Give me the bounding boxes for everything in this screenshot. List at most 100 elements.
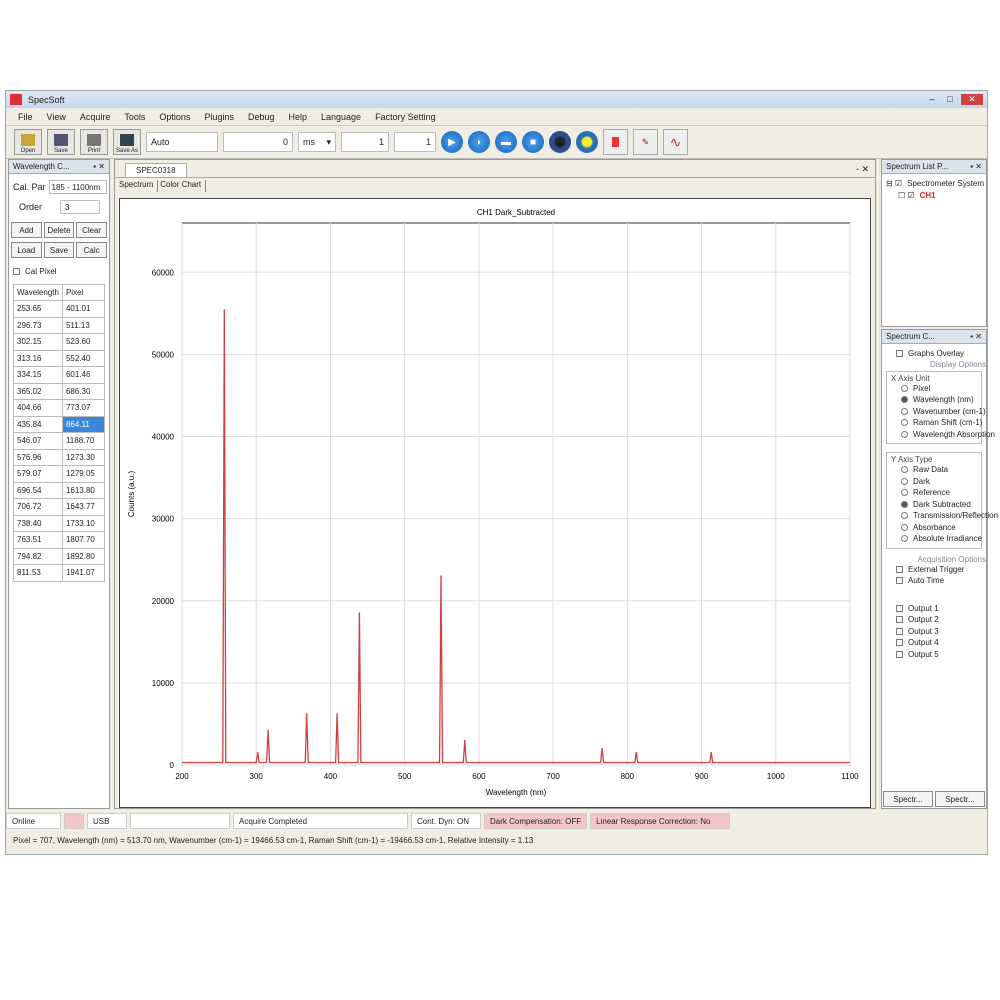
tab-color-chart[interactable]: Color Chart <box>160 180 207 192</box>
checkbox-external-trigger[interactable]: External Trigger <box>882 564 986 576</box>
menu-file[interactable]: File <box>18 111 33 122</box>
single-acquire-icon[interactable]: ◗ <box>468 131 490 153</box>
start-icon[interactable]: ▶ <box>441 131 463 153</box>
table-cell[interactable]: 601.46 <box>61 366 106 384</box>
table-cell[interactable]: 253.65 <box>13 300 63 318</box>
calc-button[interactable]: Calc <box>76 242 107 258</box>
stop-icon[interactable]: ▬ <box>495 131 517 153</box>
tab-spectrum[interactable]: Spectrum <box>119 180 159 192</box>
menu-factory-setting[interactable]: Factory Setting <box>375 111 436 122</box>
table-cell[interactable]: 706.72 <box>13 498 63 516</box>
radio-raw-data[interactable]: Raw Data <box>887 464 981 476</box>
close-icon[interactable]: ▪ ✕ <box>970 162 982 171</box>
menu-acquire[interactable]: Acquire <box>79 111 111 122</box>
table-row[interactable]: 738.40 1733.10 <box>13 514 106 532</box>
table-cell[interactable]: 1188.70 <box>61 432 106 450</box>
table-cell[interactable]: 546.07 <box>13 432 63 450</box>
menu-options[interactable]: Options <box>159 111 191 122</box>
radio-wavelength-nm-[interactable]: Wavelength (nm) <box>887 394 981 406</box>
dark-icon[interactable] <box>549 131 571 153</box>
delete-button[interactable]: Delete <box>43 222 75 238</box>
reference-icon[interactable] <box>576 131 598 153</box>
load-button[interactable]: Load <box>11 242 42 258</box>
tab-document[interactable]: SPEC0318 <box>125 163 187 177</box>
radio-wavelength-absorption[interactable]: Wavelength Absorption <box>887 429 995 441</box>
table-cell[interactable]: 401.01 <box>61 300 106 318</box>
table-cell[interactable]: 365.02 <box>13 382 63 400</box>
table-row[interactable]: 696.54 1613.80 <box>13 481 106 499</box>
table-cell[interactable]: 773.07 <box>61 399 106 417</box>
table-cell[interactable]: 738.40 <box>13 514 63 532</box>
radio-wavenumber-cm-1-[interactable]: Wavenumber (cm-1) <box>887 406 986 418</box>
save-button[interactable]: Save <box>43 242 75 258</box>
table-cell[interactable]: 523.60 <box>61 333 106 351</box>
print-button[interactable]: Print <box>80 129 108 155</box>
menu-plugins[interactable]: Plugins <box>204 111 234 122</box>
open-button[interactable]: Open <box>14 129 42 155</box>
mode-select[interactable]: Auto <box>146 132 218 152</box>
order-input[interactable]: 3 <box>60 200 101 214</box>
close-document-icon[interactable]: - ✕ <box>855 164 869 174</box>
table-row[interactable]: 579.07 1279.05 <box>13 465 106 483</box>
table-cell[interactable]: 552.40 <box>61 349 106 367</box>
table-cell[interactable]: 579.07 <box>13 465 63 483</box>
table-row[interactable]: 811.53 1941.07 <box>13 564 106 582</box>
table-cell[interactable]: 1892.80 <box>61 547 106 565</box>
spectrum-chart[interactable]: 200 300 400 500 600 700 800 900 1000 1100 0 10000 20… <box>119 198 871 808</box>
checkbox-auto-time[interactable]: Auto Time <box>882 575 986 587</box>
table-row[interactable]: 435.84 864.11 <box>13 415 106 433</box>
clear-button[interactable]: Clear <box>76 222 107 238</box>
radio-absolute-irradiance[interactable]: Absolute Irradiance <box>887 533 982 545</box>
table-row[interactable]: 313.16 552.40 <box>13 349 106 367</box>
tab-spectrum-list[interactable]: Spectr... <box>883 791 933 807</box>
cal-pixel-checkbox[interactable]: Cal Pixel <box>9 266 109 278</box>
table-cell[interactable]: 1807.70 <box>61 531 106 549</box>
table-cell[interactable]: 763.51 <box>13 531 63 549</box>
pause-icon[interactable]: ■ <box>522 131 544 153</box>
checkbox-output-2[interactable]: Output 2 <box>882 614 986 626</box>
table-cell[interactable]: 302.15 <box>13 333 63 351</box>
table-row[interactable]: 794.82 1892.80 <box>13 547 106 565</box>
tree-item-ch1[interactable]: ☐ ☑ CH1 <box>898 190 936 200</box>
radio-transmission-reflection[interactable]: Transmission/Reflection <box>887 510 998 522</box>
table-cell[interactable]: 313.16 <box>13 349 63 367</box>
table-row[interactable]: 365.02 686.30 <box>13 382 106 400</box>
table-cell[interactable]: 811.53 <box>13 564 63 582</box>
table-cell[interactable]: 1941.07 <box>61 564 106 582</box>
table-cell[interactable]: 794.82 <box>13 547 63 565</box>
save-button[interactable]: Save <box>47 129 75 155</box>
table-row[interactable]: 296.73 511.13 <box>13 316 106 334</box>
table-cell[interactable]: 1279.05 <box>61 465 106 483</box>
close-icon[interactable]: ▪ ✕ <box>970 332 982 341</box>
tree-item-system[interactable]: ⊟ ☑ Spectrometer System <box>886 179 985 189</box>
table-cell[interactable]: 576.96 <box>13 448 63 466</box>
save-as-button[interactable]: Save As <box>113 129 141 155</box>
menu-language[interactable]: Language <box>321 111 362 122</box>
table-row[interactable]: 763.51 1807.70 <box>13 531 106 549</box>
table-cell[interactable]: 404.66 <box>13 399 63 417</box>
radio-dark[interactable]: Dark <box>887 476 981 488</box>
menu-tools[interactable]: Tools <box>124 111 146 122</box>
checkbox-output-3[interactable]: Output 3 <box>882 626 986 638</box>
table-cell[interactable]: 1273.30 <box>61 448 106 466</box>
table-row[interactable]: 706.72 1643.77 <box>13 498 106 516</box>
table-cell[interactable]: 696.54 <box>13 481 63 499</box>
checkbox-output-4[interactable]: Output 4 <box>882 637 986 649</box>
checkbox-output-5[interactable]: Output 5 <box>882 649 986 661</box>
integration-time-input[interactable]: 0 <box>223 132 293 152</box>
maximize-button[interactable]: □ <box>947 94 953 104</box>
unit-select[interactable]: ms ▾ <box>298 132 336 152</box>
table-row[interactable]: 302.15 523.60 <box>13 333 106 351</box>
checkbox-output-1[interactable]: Output 1 <box>882 603 986 615</box>
radio-pixel[interactable]: Pixel <box>887 383 981 395</box>
graphs-overlay-checkbox[interactable]: Graphs Overlay <box>882 348 986 360</box>
menu-help[interactable]: Help <box>288 111 308 122</box>
table-cell[interactable]: 1643.77 <box>61 498 106 516</box>
close-icon[interactable]: ▪ ✕ <box>93 162 105 171</box>
table-cell[interactable]: 864.11 <box>61 415 106 433</box>
table-cell[interactable]: 334.15 <box>13 366 63 384</box>
table-cell[interactable]: 1613.80 <box>61 481 106 499</box>
table-row[interactable]: 576.96 1273.30 <box>13 448 106 466</box>
cal-range-input[interactable]: 185 - 1100nm <box>48 180 107 194</box>
average-input[interactable]: 1 <box>341 132 389 152</box>
